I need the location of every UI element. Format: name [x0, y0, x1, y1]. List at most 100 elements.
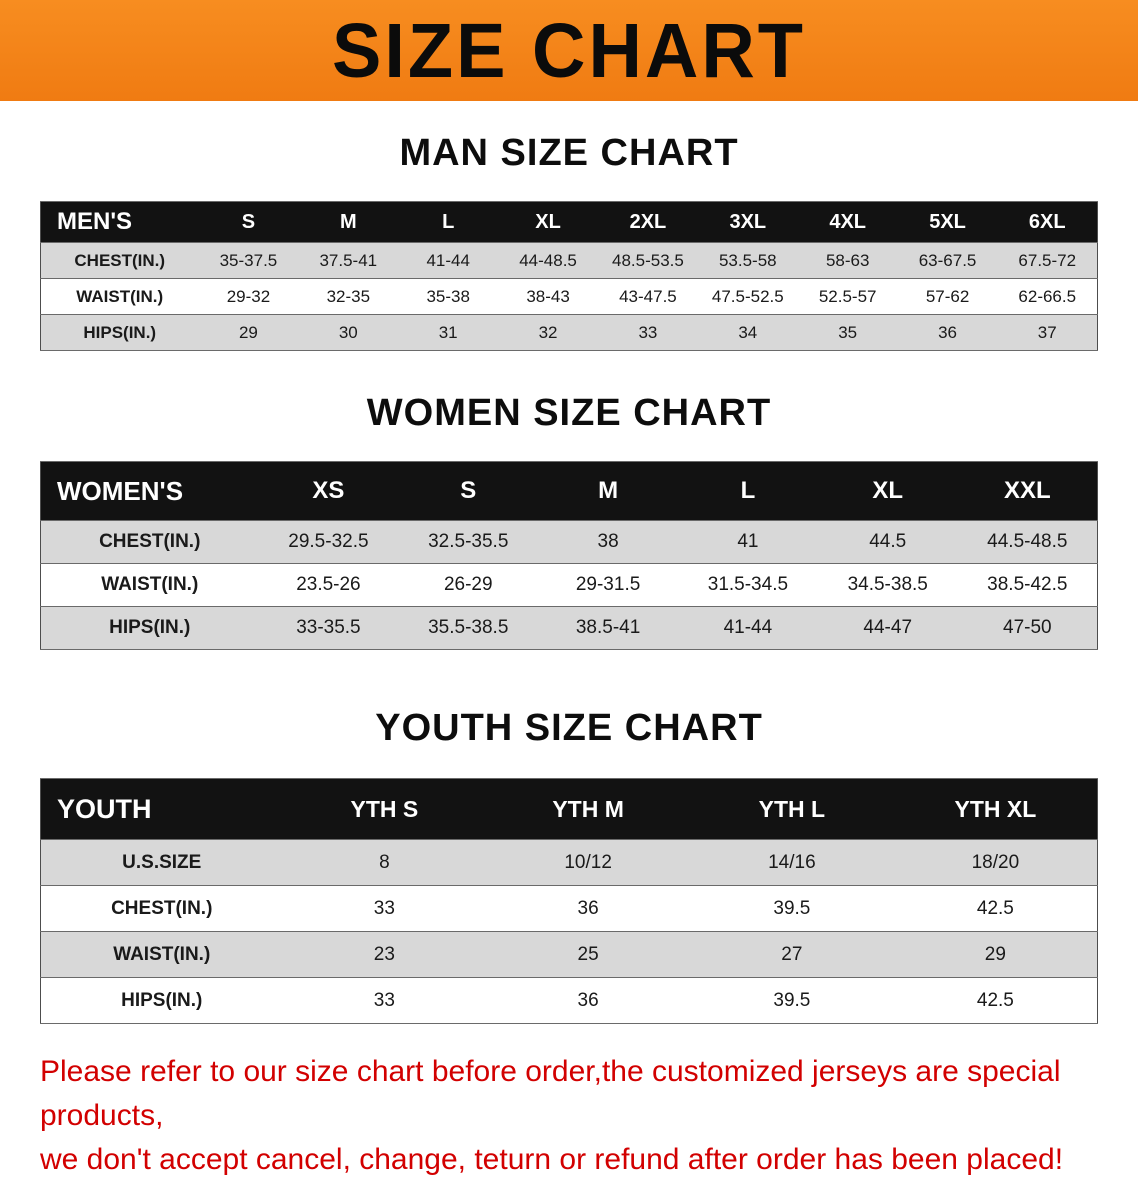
table-cell: 32.5-35.5	[398, 520, 539, 564]
table-cell: 31	[398, 314, 499, 351]
row-label: WAIST(IN.)	[40, 931, 283, 978]
table-cell: 36	[486, 977, 690, 1024]
row-label: CHEST(IN.)	[40, 242, 199, 279]
column-header: M	[538, 461, 678, 521]
table-cell: 57-62	[897, 278, 998, 315]
banner: SIZE CHART	[0, 0, 1138, 101]
row-label: HIPS(IN.)	[40, 977, 283, 1024]
table-cell: 62-66.5	[997, 278, 1098, 315]
youth-size-table: YOUTH YTH S YTH M YTH L YTH XL U.S.SIZE 8 10/12…	[40, 778, 1098, 1024]
women-section-heading: WOMEN SIZE CHART	[366, 392, 772, 434]
table-cell: 42.5	[893, 885, 1098, 932]
table-cell: 38-43	[498, 278, 598, 315]
table-cell: 38	[538, 520, 678, 564]
row-label: HIPS(IN.)	[40, 314, 199, 351]
table-cell: 39.5	[690, 885, 894, 932]
header-row: YOUTH YTH S YTH M YTH L YTH XL	[40, 778, 1098, 840]
row-label: U.S.SIZE	[40, 839, 283, 886]
table-title-cell: YOUTH	[40, 778, 283, 840]
footer-notice: Please refer to our size chart before or…	[40, 1050, 1138, 1182]
table-row: WAIST(IN.) 23.5-26 26-29 29-31.5 31.5-34.5 34…	[40, 563, 1098, 607]
table-cell: 18/20	[893, 839, 1098, 886]
table-cell: 43-47.5	[598, 278, 698, 315]
table-cell: 35-38	[398, 278, 499, 315]
notice-line-1: Please refer to our size chart before or…	[40, 1055, 1061, 1132]
notice-line-2: we don't accept cancel, change, teturn o…	[40, 1143, 1064, 1176]
column-header: 6XL	[997, 201, 1098, 243]
column-header: 2XL	[598, 201, 698, 243]
men-size-table: MEN'S S M L XL 2XL 3XL 4XL 5XL 6XL CHEST(IN.) 35-37…	[40, 201, 1098, 351]
table-cell: 29.5-32.5	[258, 520, 399, 564]
column-header: XS	[258, 461, 399, 521]
column-header: L	[677, 461, 818, 521]
table-cell: 10/12	[486, 839, 690, 886]
table-cell: 33	[598, 314, 698, 351]
row-label: CHEST(IN.)	[40, 520, 259, 564]
table-cell: 35.5-38.5	[398, 606, 539, 650]
table-cell: 44.5	[817, 520, 958, 564]
table-cell: 33	[282, 977, 487, 1024]
table-cell: 23	[282, 931, 487, 978]
table-cell: 34.5-38.5	[817, 563, 958, 607]
column-header: 4XL	[797, 201, 898, 243]
table-cell: 38.5-41	[538, 606, 678, 650]
table-cell: 32	[498, 314, 598, 351]
table-cell: 41-44	[398, 242, 499, 279]
table-cell: 8	[282, 839, 487, 886]
table-cell: 53.5-58	[697, 242, 798, 279]
header-row: MEN'S S M L XL 2XL 3XL 4XL 5XL 6XL	[40, 201, 1098, 243]
table-cell: 27	[690, 931, 894, 978]
table-row: U.S.SIZE 8 10/12 14/16 18/20	[40, 839, 1098, 886]
table-row: WAIST(IN.) 23 25 27 29	[40, 931, 1098, 978]
table-cell: 36	[897, 314, 998, 351]
table-row: HIPS(IN.) 33-35.5 35.5-38.5 38.5-41 41-44 44-…	[40, 606, 1098, 650]
table-cell: 29-32	[198, 278, 299, 315]
table-cell: 44-48.5	[498, 242, 598, 279]
women-size-table: WOMEN'S XS S M L XL XXL CHEST(IN.) 29.5-32.5 32.5…	[40, 461, 1098, 650]
header-row: WOMEN'S XS S M L XL XXL	[40, 461, 1098, 521]
table-row: HIPS(IN.) 33 36 39.5 42.5	[40, 977, 1098, 1024]
women-section: WOMEN SIZE CHART WOMEN'S XS S M L XL XXL CHEST(…	[0, 391, 1138, 650]
table-cell: 23.5-26	[258, 563, 399, 607]
table-cell: 63-67.5	[897, 242, 998, 279]
table-cell: 37	[997, 314, 1098, 351]
table-cell: 37.5-41	[298, 242, 399, 279]
table-cell: 33	[282, 885, 487, 932]
row-label: HIPS(IN.)	[40, 606, 259, 650]
table-cell: 41	[677, 520, 818, 564]
column-header: YTH M	[486, 778, 690, 840]
table-cell: 26-29	[398, 563, 539, 607]
table-cell: 35	[797, 314, 898, 351]
table-title-cell: WOMEN'S	[40, 461, 259, 521]
table-cell: 44-47	[817, 606, 958, 650]
table-cell: 29	[893, 931, 1098, 978]
column-header: YTH L	[690, 778, 894, 840]
table-cell: 41-44	[677, 606, 818, 650]
table-cell: 29	[198, 314, 299, 351]
youth-section-heading: YOUTH SIZE CHART	[375, 707, 763, 749]
table-cell: 14/16	[690, 839, 894, 886]
column-header: 3XL	[697, 201, 798, 243]
table-cell: 58-63	[797, 242, 898, 279]
table-row: CHEST(IN.) 29.5-32.5 32.5-35.5 38 41 44.5 44.5…	[40, 520, 1098, 564]
table-row: CHEST(IN.) 33 36 39.5 42.5	[40, 885, 1098, 932]
table-row: CHEST(IN.) 35-37.5 37.5-41 41-44 44-48.5 48.5…	[40, 242, 1098, 279]
table-cell: 25	[486, 931, 690, 978]
table-cell: 31.5-34.5	[677, 563, 818, 607]
table-cell: 32-35	[298, 278, 399, 315]
table-cell: 44.5-48.5	[957, 520, 1098, 564]
table-cell: 30	[298, 314, 399, 351]
table-row: HIPS(IN.) 29 30 31 32 33 34 35 36 37	[40, 314, 1098, 351]
youth-section: YOUTH SIZE CHART YOUTH YTH S YTH M YTH L YTH…	[0, 706, 1138, 1024]
page-title: SIZE CHART	[332, 7, 806, 94]
row-label: WAIST(IN.)	[40, 563, 259, 607]
table-cell: 52.5-57	[797, 278, 898, 315]
table-cell: 39.5	[690, 977, 894, 1024]
men-section: MAN SIZE CHART MEN'S S M L XL 2XL 3XL 4XL 5XL 6XL…	[0, 131, 1138, 351]
table-cell: 29-31.5	[538, 563, 678, 607]
column-header: 5XL	[897, 201, 998, 243]
column-header: S	[198, 201, 299, 243]
table-cell: 36	[486, 885, 690, 932]
column-header: XXL	[957, 461, 1098, 521]
